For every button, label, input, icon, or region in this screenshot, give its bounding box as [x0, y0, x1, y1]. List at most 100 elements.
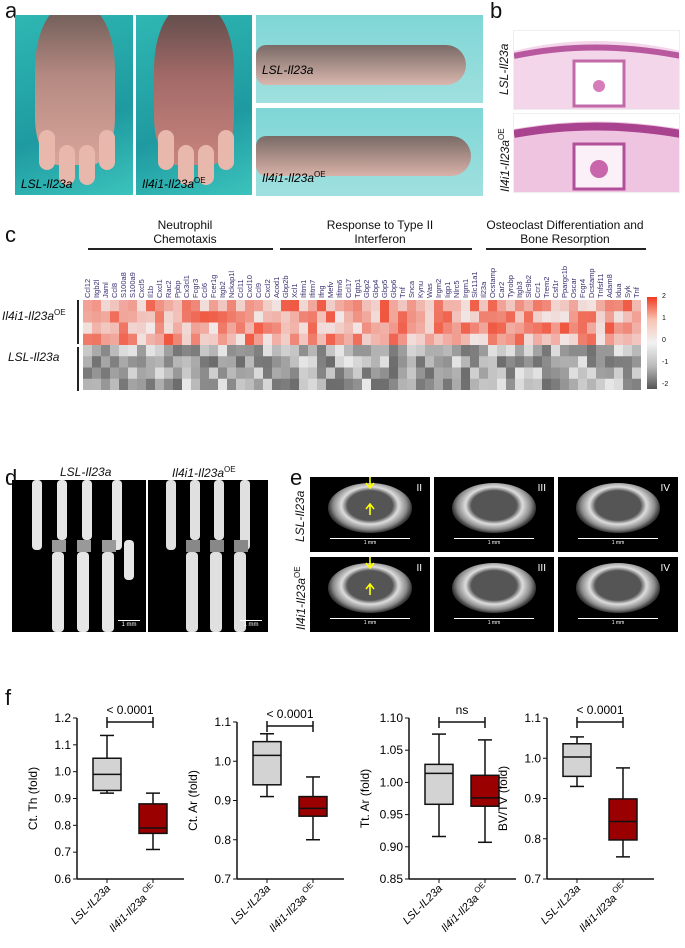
heatmap-cell — [245, 356, 255, 368]
heatmap-cell — [281, 367, 291, 380]
heatmap-cell — [605, 345, 615, 357]
heatmap-cell — [362, 367, 372, 380]
gene-label: Tnf — [632, 287, 641, 298]
heatmap-cell — [452, 345, 462, 357]
heatmap-cell — [452, 378, 462, 390]
heatmap-cell — [497, 356, 507, 368]
heatmap-cell — [416, 345, 426, 357]
row-label-oe: Il4i1-Il23aOE — [2, 308, 66, 323]
heatmap-cell — [362, 345, 372, 357]
heatmap-cell — [416, 356, 426, 368]
heatmap-cell — [83, 300, 93, 312]
heatmap-cell — [488, 356, 498, 368]
heatmap-cell — [119, 345, 129, 357]
heatmap-cell — [236, 345, 246, 357]
gene-label: Ccl9 — [254, 282, 263, 298]
heatmap-cell — [308, 333, 318, 346]
heatmap-cell — [353, 356, 363, 368]
scale-bar: 1 mm — [240, 620, 262, 628]
heatmap-cell — [101, 378, 111, 390]
heatmap-cell — [137, 367, 147, 380]
heatmap-cell — [110, 367, 120, 380]
heatmap-cell — [524, 378, 534, 390]
gene-label: Il23a — [479, 281, 488, 298]
p-value-label: < 0.0001 — [576, 703, 623, 717]
heatmap-cell — [488, 378, 498, 390]
row-label-oe: Il4i1-Il23aOE — [497, 128, 512, 192]
box-plots: 0.6 0.7 0.8 0.9 1.0 1.1 1.2 Ct. Th (fold) LSL-IL… — [26, 703, 654, 935]
heatmap-cell — [371, 333, 381, 346]
heatmap-cell — [533, 322, 543, 335]
heatmap-cell — [371, 345, 381, 357]
heatmap-cell — [560, 311, 570, 323]
heatmap-cell — [596, 322, 606, 335]
heatmap-cell — [317, 311, 327, 323]
heatmap-cell — [398, 367, 408, 380]
heatmap-cell — [209, 333, 219, 346]
x-tick-label: LSL-IL23a — [69, 883, 113, 927]
heatmap-cell — [209, 367, 219, 380]
heatmap-cell — [479, 378, 489, 390]
gene-label: Tyrobp — [506, 275, 515, 298]
gene-label: Cxcl5 — [137, 279, 146, 298]
significance-bracket — [576, 717, 624, 728]
heatmap-cell — [155, 322, 165, 335]
heatmap-cell — [605, 378, 615, 390]
heatmap-cell — [434, 378, 444, 390]
heatmap-cell — [290, 367, 300, 380]
group-header-neutrophil: Neutrophil Chemotaxis — [153, 218, 217, 246]
heatmap-cell — [218, 356, 228, 368]
heatmap-cell — [155, 345, 165, 357]
heatmap-cell — [173, 356, 183, 368]
section-label: IV — [660, 483, 670, 494]
heatmap-cell — [452, 333, 462, 346]
heatmap-cell — [173, 300, 183, 312]
y-axis-label: Ct. Th (fold) — [26, 767, 40, 830]
heatmap-cell — [380, 300, 390, 312]
scale-bar: 1 mm — [118, 620, 140, 628]
y-tick-label: 1.0 — [214, 754, 231, 768]
gene-label: Car2 — [497, 281, 506, 298]
heatmap-cell — [119, 378, 129, 390]
heatmap-cell — [407, 378, 417, 390]
group-header-interferon: Response to Type II Interferon — [326, 218, 434, 246]
heatmap-cell — [470, 333, 480, 346]
heatmap-cell — [83, 378, 93, 390]
heatmap-cell — [587, 367, 597, 380]
heatmap-cell — [353, 333, 363, 346]
gene-label: Oscar — [569, 277, 578, 298]
heatmap-cell — [614, 333, 624, 346]
heatmap — [83, 300, 641, 390]
heatmap-cell — [623, 322, 633, 335]
box — [298, 795, 328, 817]
heatmap-cell — [281, 333, 291, 346]
heatmap-cell — [623, 333, 633, 346]
gene-label: Nlrc5 — [452, 280, 461, 298]
heatmap-cell — [236, 333, 246, 346]
heatmap-cell — [479, 345, 489, 357]
heatmap-cell — [254, 378, 264, 390]
heatmap-cell — [461, 356, 471, 368]
heatmap-cell — [605, 311, 615, 323]
heatmap-cell — [398, 356, 408, 368]
histology-lsl — [513, 30, 680, 110]
y-tick-label: 1.2 — [54, 711, 71, 725]
heatmap-cell — [614, 311, 624, 323]
heatmap-cell — [110, 300, 120, 312]
heatmap-cell — [290, 378, 300, 390]
gene-label: Ccr1 — [533, 282, 542, 298]
heatmap-cell — [623, 367, 633, 380]
heatmap-cell — [488, 300, 498, 312]
heatmap-cell — [83, 345, 93, 357]
heatmap-cell — [281, 356, 291, 368]
heatmap-cell — [533, 333, 543, 346]
superscript: OE — [314, 170, 326, 179]
row-bracket — [77, 300, 79, 344]
row-label-text: LSL-Il23a — [293, 490, 307, 542]
significance-bracket — [438, 717, 486, 728]
gene-label: Kynu — [416, 280, 425, 298]
heatmap-cell — [164, 333, 174, 346]
gene-label: Cxcl2 — [263, 279, 272, 298]
heatmap-cell — [398, 345, 408, 357]
scale-bar: 1 mm — [454, 538, 534, 546]
